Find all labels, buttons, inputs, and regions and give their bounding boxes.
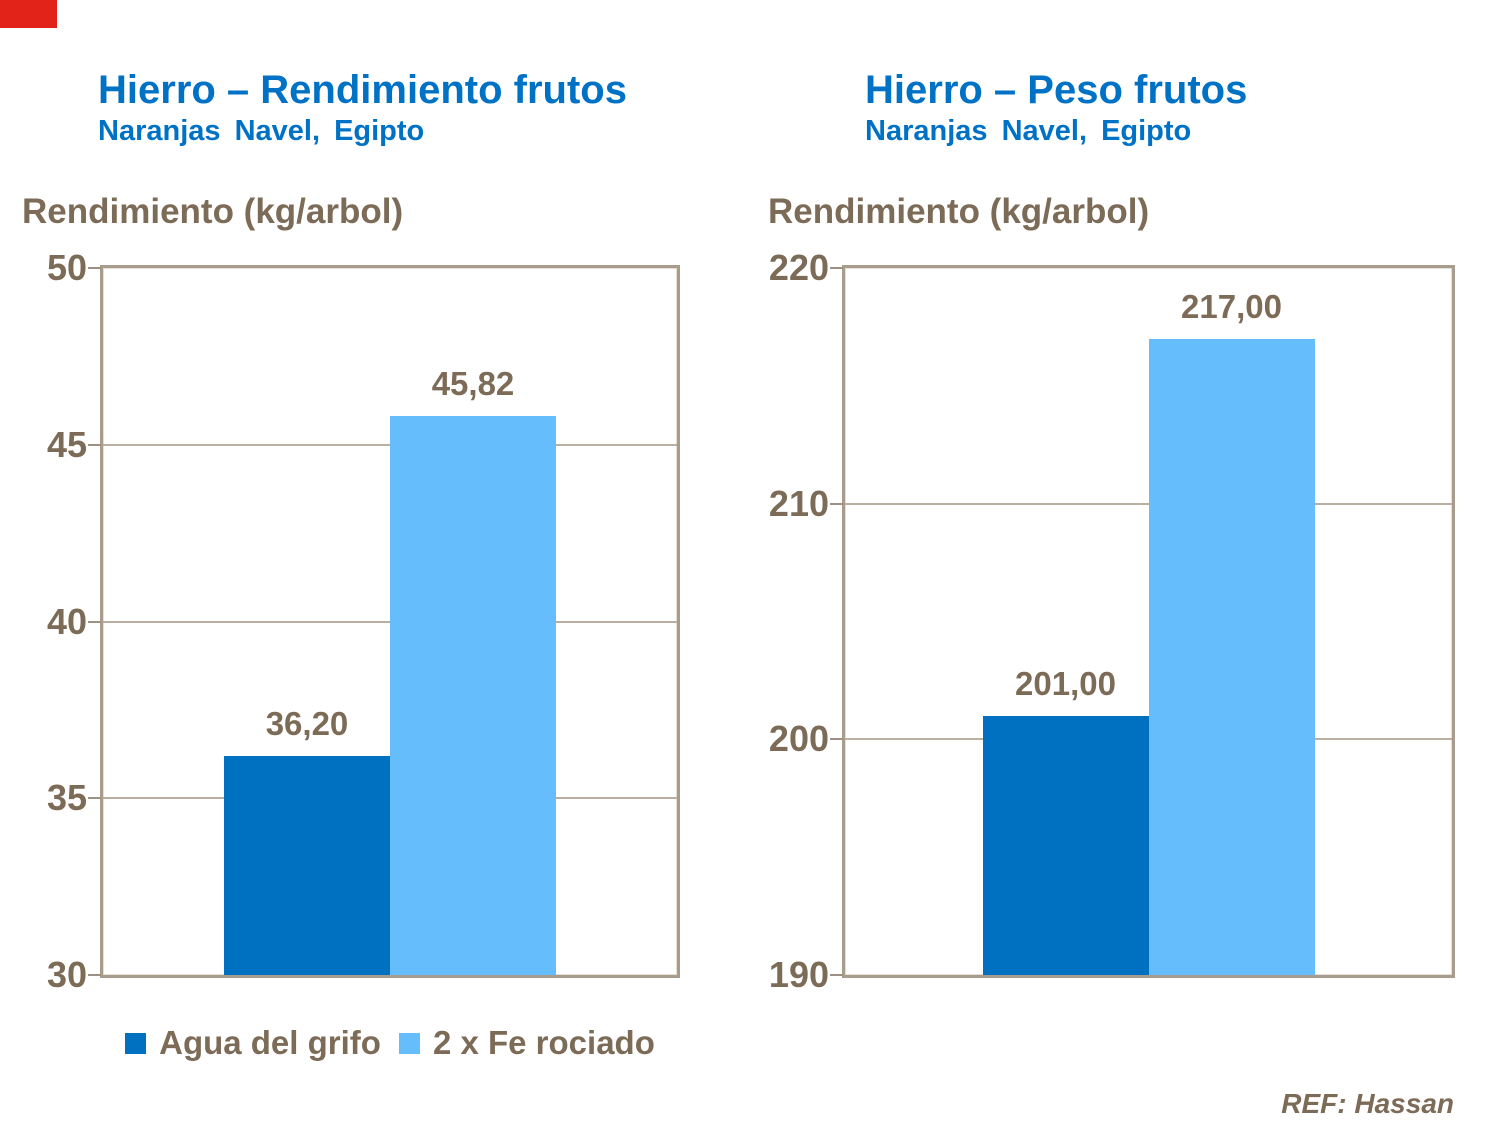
left-y-axis-title: Rendimiento (kg/arbol) (22, 192, 404, 231)
y-tick-mark (830, 738, 843, 741)
reference-note: REF: Hassan (1281, 1088, 1454, 1119)
y-tick-mark (88, 797, 101, 800)
left-plot-area: 30 35 40 45 50 36,20 45,82 (47, 250, 680, 993)
bar-2-x-fe-rociado (1148, 338, 1315, 975)
y-tick-label: 40 (46, 600, 87, 642)
bar-2-x-fe-rociado (390, 415, 556, 975)
y-tick-label: 190 (768, 954, 829, 995)
y-tick-mark (830, 267, 843, 269)
legend-swatch-dark-blue (125, 1032, 147, 1054)
right-chart-title: Hierro – Peso frutos (865, 68, 1248, 112)
y-tick-label: 200 (768, 718, 829, 760)
left-chart-title: Hierro – Rendimiento frutos (98, 68, 627, 112)
bar-value-label: 36,20 (265, 704, 349, 742)
y-tick-label: 35 (46, 777, 87, 819)
right-plot-area: 190 200 210 220 201,00 217,00 (769, 250, 1455, 993)
bar-value-label: 201,00 (1015, 664, 1116, 702)
y-tick-mark (88, 443, 101, 446)
right-y-axis-title: Rendimiento (kg/arbol) (768, 192, 1150, 231)
y-tick-mark (88, 974, 101, 976)
legend-label: Agua del grifo (159, 1024, 381, 1061)
y-tick-mark (88, 620, 101, 623)
y-tick-label: 45 (46, 423, 87, 465)
right-chart-header: Hierro – Peso frutos Naranjas Navel, Egi… (865, 68, 1247, 148)
legend-label: 2 x Fe rociado (432, 1024, 655, 1061)
legend-item-agua-del-grifo: Agua del grifo (125, 1024, 381, 1062)
legend: Agua del grifo 2 x Fe rociado (100, 1024, 680, 1062)
bar-agua-del-grifo (224, 755, 390, 975)
bar-value-label: 217,00 (1181, 287, 1282, 325)
left-chart-subtitle: Naranjas Navel, Egipto (98, 115, 425, 147)
left-chart-header: Hierro – Rendimiento frutos Naranjas Nav… (98, 68, 627, 148)
brand-corner-mark (0, 0, 57, 28)
right-chart-subtitle: Naranjas Navel, Egipto (865, 115, 1192, 147)
y-tick-label: 50 (46, 247, 87, 288)
y-tick-label: 210 (768, 482, 829, 524)
y-tick-mark (830, 502, 843, 505)
y-tick-mark (88, 267, 101, 269)
y-tick-mark (830, 974, 843, 976)
legend-item-fe-rociado: 2 x Fe rociado (398, 1024, 655, 1062)
legend-swatch-light-blue (398, 1032, 420, 1054)
y-tick-label: 30 (46, 954, 87, 995)
y-tick-label: 220 (768, 247, 829, 288)
bar-value-label: 45,82 (431, 364, 515, 402)
bar-agua-del-grifo (982, 715, 1149, 975)
